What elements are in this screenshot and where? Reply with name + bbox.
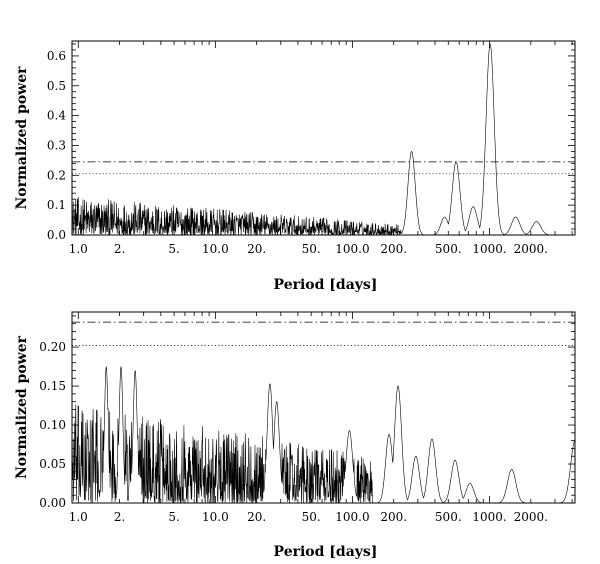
x-tick-label: 1.0 (69, 242, 88, 256)
x-tick-label: 1.0 (69, 510, 88, 524)
y-tick-label: 0.10 (39, 418, 66, 432)
x-axis-title: Period [days] (274, 277, 378, 293)
y-axis-title: Normalized power (14, 335, 30, 479)
y-tick-label: 0.00 (39, 496, 66, 510)
y-axis-title: Normalized power (14, 66, 30, 210)
periodogram-series-line (72, 366, 575, 503)
plot-frame (71, 40, 576, 236)
x-tick-label: 5. (168, 510, 179, 524)
x-tick-label: 1000. (472, 510, 506, 524)
x-tick-label: 2. (114, 510, 125, 524)
x-tick-label: 2. (114, 242, 125, 256)
x-tick-label: 100.0 (335, 510, 369, 524)
x-tick-label: 2000. (514, 242, 548, 256)
y-tick-label: 0.3 (47, 138, 66, 152)
x-tick-label: 500. (435, 242, 462, 256)
y-tick-label: 0.20 (39, 340, 66, 354)
chart-panel-2: 1.0 2. 5. 10.0 20. 50. 100.0 200. 500. 1000. 2000.… (14, 311, 576, 560)
periodogram-series-line (72, 43, 575, 235)
y-tick-label: 0.05 (39, 457, 66, 471)
x-tick-label: 200. (380, 510, 407, 524)
y-tick-label: 0.1 (47, 198, 66, 212)
x-tick-label: 500. (435, 510, 462, 524)
x-tick-label: 20. (247, 510, 266, 524)
x-tick-label: 10.0 (202, 242, 229, 256)
y-tick-label: 0.5 (47, 79, 66, 93)
y-tick-label: 0.4 (47, 109, 66, 123)
y-tick-label: 0.0 (47, 228, 66, 242)
chart-panel-1: 1.0 2. 5. 10.0 20. 50. 100.0 200. 500. 1000. 2000.… (14, 40, 576, 293)
x-tick-label: 50. (302, 242, 321, 256)
x-tick-label: 20. (247, 242, 266, 256)
y-tick-label: 0.15 (39, 379, 66, 393)
x-tick-label: 50. (302, 510, 321, 524)
x-tick-label: 5. (168, 242, 179, 256)
x-tick-label: 2000. (514, 510, 548, 524)
x-axis-title: Period [days] (274, 544, 378, 560)
plot-frame (71, 311, 576, 504)
x-tick-label: 100.0 (335, 242, 369, 256)
y-tick-label: 0.2 (47, 168, 66, 182)
x-tick-label: 10.0 (202, 510, 229, 524)
y-tick-label: 0.6 (47, 49, 66, 63)
x-tick-label: 1000. (472, 242, 506, 256)
x-tick-label: 200. (380, 242, 407, 256)
